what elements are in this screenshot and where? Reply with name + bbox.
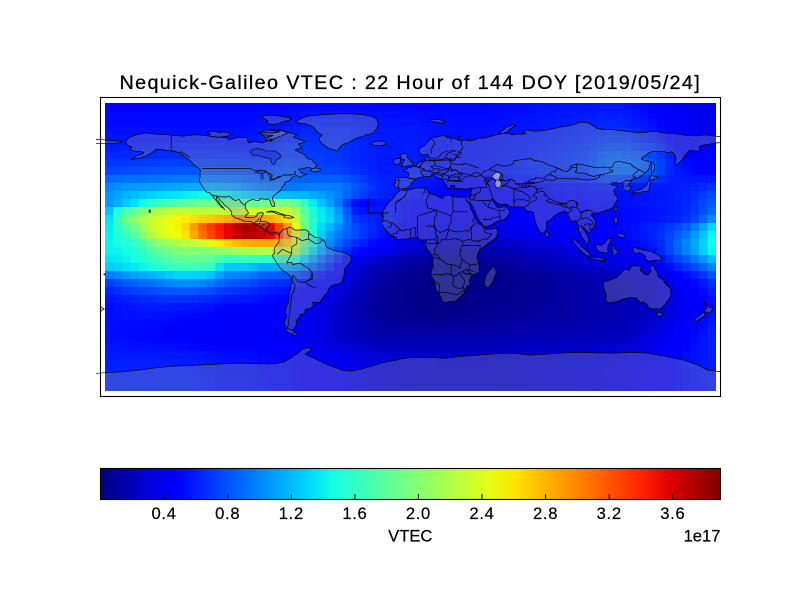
svg-text:3.2: 3.2: [597, 504, 622, 523]
svg-text:2.4: 2.4: [469, 504, 494, 523]
svg-text:1.6: 1.6: [342, 504, 367, 523]
svg-text:1e17: 1e17: [684, 527, 721, 546]
svg-text:2.0: 2.0: [406, 504, 431, 523]
svg-text:VTEC: VTEC: [388, 527, 432, 546]
svg-text:2.8: 2.8: [533, 504, 558, 523]
svg-text:0.4: 0.4: [152, 504, 177, 523]
svg-text:0.8: 0.8: [215, 504, 240, 523]
svg-text:1.2: 1.2: [279, 504, 304, 523]
svg-text:3.6: 3.6: [660, 504, 685, 523]
svg-text:Nequick-Galileo VTEC : 22 Hour: Nequick-Galileo VTEC : 22 Hour of 144 DO…: [119, 72, 701, 94]
